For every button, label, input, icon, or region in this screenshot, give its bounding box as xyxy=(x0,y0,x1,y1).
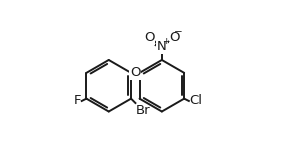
Text: O: O xyxy=(144,31,154,44)
Text: O: O xyxy=(130,66,141,79)
Text: Br: Br xyxy=(136,104,151,117)
Text: N: N xyxy=(157,40,167,53)
Text: +: + xyxy=(162,37,169,46)
Text: Cl: Cl xyxy=(190,94,203,107)
Text: −: − xyxy=(174,27,183,37)
Text: O: O xyxy=(169,31,180,44)
Text: F: F xyxy=(74,94,81,107)
